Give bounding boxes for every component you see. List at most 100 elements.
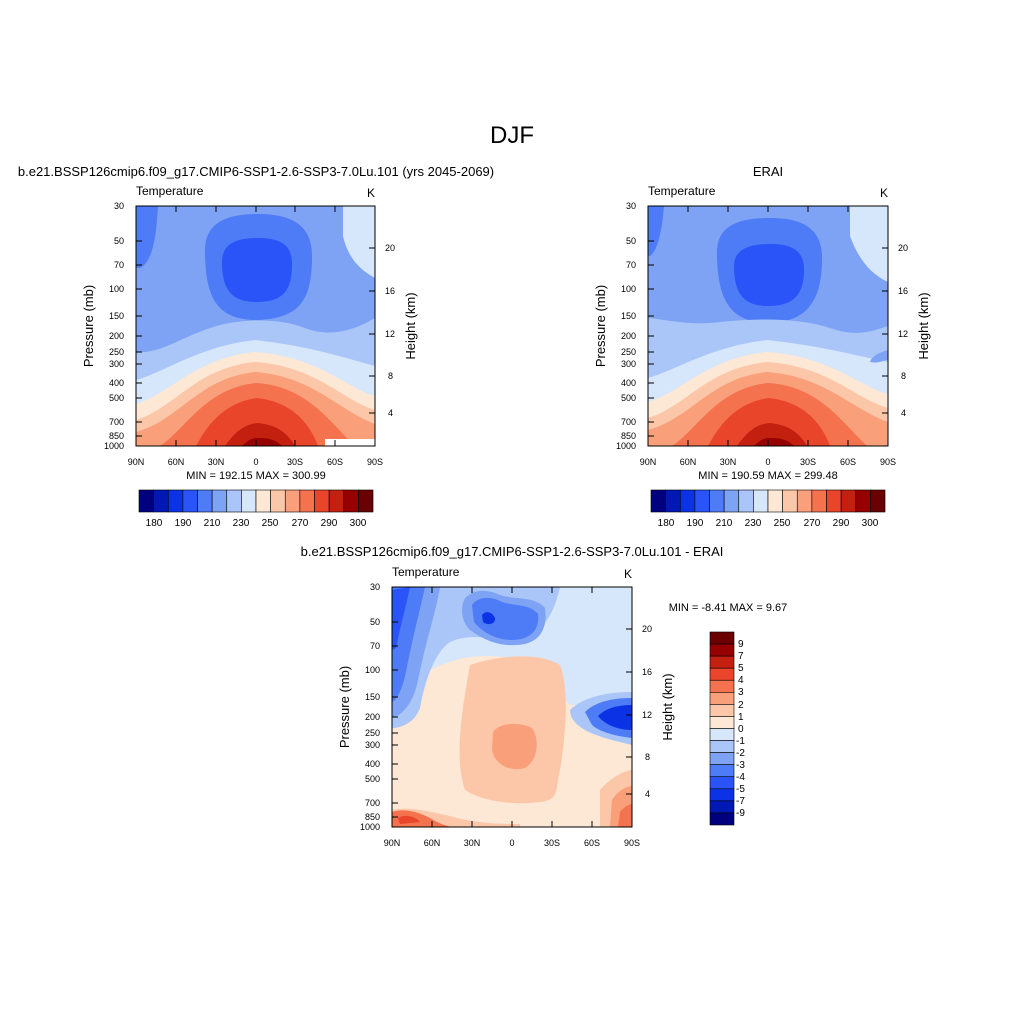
colorbar-label: -5 [736, 784, 745, 795]
colorbar-swatch [226, 489, 242, 513]
colorbar-swatch [811, 489, 827, 513]
y2-tick-label: 8 [645, 752, 650, 762]
y-tick-label: 200 [365, 712, 380, 722]
contour-field [648, 206, 888, 446]
x-tick-label: 90S [624, 838, 640, 848]
y2-tick-label: 16 [385, 286, 395, 296]
y2-axis-title: Height (km) [916, 292, 931, 359]
colorbar [709, 631, 735, 826]
colorbar-swatch [709, 655, 735, 669]
y-tick-label: 300 [109, 359, 124, 369]
colorbar-swatch [723, 489, 740, 513]
y-tick-label: 150 [365, 692, 380, 702]
y-tick-label: 1000 [104, 441, 124, 451]
y-tick-label: 100 [621, 284, 636, 294]
y2-tick-label: 4 [388, 408, 393, 418]
x-tick-label: 30N [720, 457, 737, 467]
y-tick-label: 250 [109, 347, 124, 357]
colorbar-swatch [694, 489, 710, 513]
y-tick-label: 1000 [360, 822, 380, 832]
y-tick-label: 500 [365, 774, 380, 784]
stats-text: MIN = 190.59 MAX = 299.48 [698, 470, 837, 482]
y2-tick-label: 20 [898, 243, 908, 253]
colorbar-swatch [153, 489, 169, 513]
colorbar-label: 1 [738, 712, 744, 723]
y2-tick-label: 12 [898, 329, 908, 339]
colorbar-swatch [709, 631, 735, 645]
y-tick-label: 100 [109, 284, 124, 294]
y-tick-label: 200 [109, 331, 124, 341]
y-tick-label: 850 [621, 431, 636, 441]
colorbar-swatch [138, 489, 154, 513]
x-tick-label: 90N [640, 457, 657, 467]
x-tick-label: 30S [544, 838, 560, 848]
colorbar-swatch [328, 489, 345, 513]
x-tick-label: 0 [253, 457, 258, 467]
colorbar-swatch [826, 489, 842, 513]
y-tick-label: 400 [365, 759, 380, 769]
y2-tick-label: 4 [901, 408, 906, 418]
colorbar-swatch [709, 667, 735, 681]
colorbar-label: 270 [804, 518, 821, 529]
colorbar-swatch [284, 489, 301, 513]
colorbar-swatch [167, 489, 184, 513]
panel-model: b.e21.BSSP126cmip6.f09_g17.CMIP6-SSP1-2.… [18, 164, 494, 529]
colorbar-swatch [855, 489, 871, 513]
colorbar-swatch [358, 489, 374, 513]
colorbar-label: 0 [738, 724, 744, 735]
colorbar-swatch [709, 692, 735, 705]
y-tick-label: 30 [626, 201, 636, 211]
colorbar-swatch [197, 489, 213, 513]
colorbar-label: 180 [658, 518, 675, 529]
colorbar-swatch [796, 489, 813, 513]
colorbar-swatch [665, 489, 681, 513]
colorbar-swatch [679, 489, 696, 513]
colorbar-label: -1 [736, 736, 745, 747]
y-tick-label: 200 [621, 331, 636, 341]
y-tick-label: 150 [109, 311, 124, 321]
colorbar-swatch [709, 740, 735, 753]
y2-tick-label: 8 [901, 371, 906, 381]
colorbar-swatch [840, 489, 857, 513]
x-tick-label: 60S [840, 457, 856, 467]
y-tick-label: 400 [621, 378, 636, 388]
panel-left-label: Temperature [392, 565, 460, 579]
colorbar-label: 210 [716, 518, 733, 529]
colorbar-label: -9 [736, 808, 745, 819]
colorbar [650, 489, 886, 513]
stats-text: MIN = 192.15 MAX = 300.99 [186, 470, 325, 482]
colorbar-swatch [870, 489, 886, 513]
panel-left-label: Temperature [648, 184, 716, 198]
x-tick-label: 0 [509, 838, 514, 848]
colorbar-label: 300 [862, 518, 879, 529]
x-tick-label: 0 [765, 457, 770, 467]
y-tick-label: 1000 [616, 441, 636, 451]
y-tick-label: 700 [621, 417, 636, 427]
y2-axis-title: Height (km) [660, 673, 675, 740]
colorbar-swatch [709, 643, 735, 657]
colorbar-label: 190 [687, 518, 704, 529]
y2-axis-title: Height (km) [403, 292, 418, 359]
y2-tick-label: 20 [385, 243, 395, 253]
colorbar-swatch [182, 489, 198, 513]
colorbar-label: 230 [745, 518, 762, 529]
colorbar-label: -7 [736, 796, 745, 807]
colorbar-swatch [709, 776, 735, 790]
colorbar-label: 190 [175, 518, 192, 529]
y-tick-label: 500 [109, 393, 124, 403]
y-tick-label: 400 [109, 378, 124, 388]
axis-ticks [391, 586, 633, 828]
y-tick-label: 50 [114, 236, 124, 246]
colorbar-swatch [709, 800, 735, 814]
colorbar-swatch [709, 812, 735, 826]
colorbar-swatch [709, 788, 735, 802]
colorbar-swatch [767, 489, 783, 513]
colorbar-label: 290 [321, 518, 338, 529]
x-tick-label: 60S [327, 457, 343, 467]
colorbar-label: 270 [292, 518, 309, 529]
y-tick-label: 500 [621, 393, 636, 403]
colorbar-swatch [709, 764, 735, 778]
colorbar-swatch [343, 489, 359, 513]
y-tick-label: 250 [621, 347, 636, 357]
